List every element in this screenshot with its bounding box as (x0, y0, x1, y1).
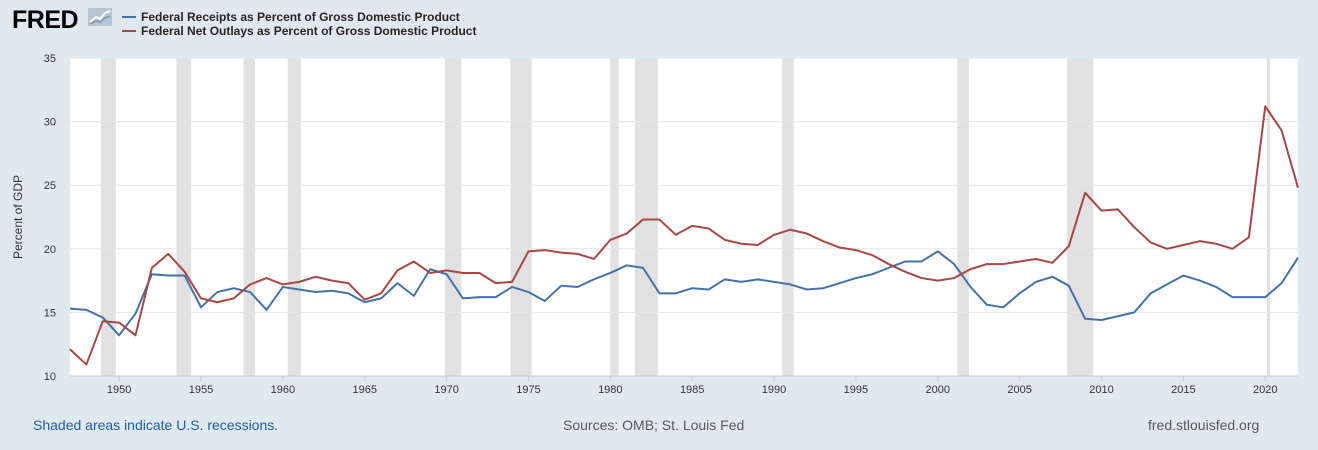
recession-band (176, 58, 192, 376)
series-line-receipts (69, 250, 1299, 337)
x-tick-label: 2015 (1171, 384, 1195, 396)
legend-item-outlays[interactable]: Federal Net Outlays as Percent of Gross … (122, 24, 476, 38)
x-tick-label: 1960 (271, 384, 295, 396)
recession-band (610, 58, 619, 376)
x-tick-label: 1995 (844, 384, 868, 396)
x-tick-label: 2010 (1089, 384, 1113, 396)
x-tick-label: 1990 (762, 384, 786, 396)
x-tick-label: 1950 (107, 384, 131, 396)
y-tick-label: 10 (44, 371, 56, 383)
x-tick-label: 1955 (189, 384, 213, 396)
recession-band (634, 58, 658, 376)
y-tick-label: 30 (44, 117, 56, 129)
recessions-note[interactable]: Shaded areas indicate U.S. recessions. (33, 417, 279, 433)
legend-label-outlays: Federal Net Outlays as Percent of Gross … (141, 24, 477, 38)
line-chart: 10 15 20 25 30 35 1950 1955 1960 1965 1970 1975 1980… (11, 53, 1299, 396)
fred-logo: FRED (12, 6, 79, 34)
x-tick-label: 1965 (352, 384, 376, 396)
recession-band (782, 58, 794, 376)
recession-band (1067, 58, 1094, 376)
legend-swatch-receipts (122, 16, 136, 18)
recession-band (243, 58, 256, 376)
recession-band (444, 58, 462, 376)
x-tick-label: 2020 (1253, 384, 1277, 396)
recession-band (287, 58, 301, 376)
chart-header: FRED Federal Receipts as Percent of Gros… (0, 0, 1318, 50)
y-axis-label: Percent of GDP (11, 175, 25, 259)
site-url[interactable]: fred.stlouisfed.org (1148, 417, 1260, 433)
legend-swatch-outlays (122, 30, 136, 32)
y-tick-label: 25 (44, 180, 56, 192)
recession-band (101, 58, 116, 376)
y-tick-label: 15 (44, 307, 56, 319)
chart-legend: Federal Receipts as Percent of Gross Dom… (122, 10, 476, 38)
legend-label-receipts: Federal Receipts as Percent of Gross Dom… (141, 10, 460, 24)
x-tick-label: 2000 (926, 384, 950, 396)
recession-band (1266, 58, 1271, 376)
x-tick-label: 1980 (598, 384, 622, 396)
recession-band (510, 58, 532, 376)
y-tick-label: 35 (44, 53, 56, 65)
x-tick-label: 1985 (680, 384, 704, 396)
legend-item-receipts[interactable]: Federal Receipts as Percent of Gross Dom… (122, 10, 476, 24)
x-tick-label: 1970 (434, 384, 458, 396)
y-tick-label: 20 (44, 244, 56, 256)
fred-graph-icon (88, 8, 112, 31)
recession-band (957, 58, 969, 376)
x-tick-label: 2005 (1007, 384, 1031, 396)
sources-text: Sources: OMB; St. Louis Fed (563, 417, 745, 433)
chart-area: 10 15 20 25 30 35 1950 1955 1960 1965 1970 1975 1980… (0, 50, 1318, 400)
series-line-outlays (69, 105, 1299, 366)
x-tick-label: 1975 (516, 384, 540, 396)
